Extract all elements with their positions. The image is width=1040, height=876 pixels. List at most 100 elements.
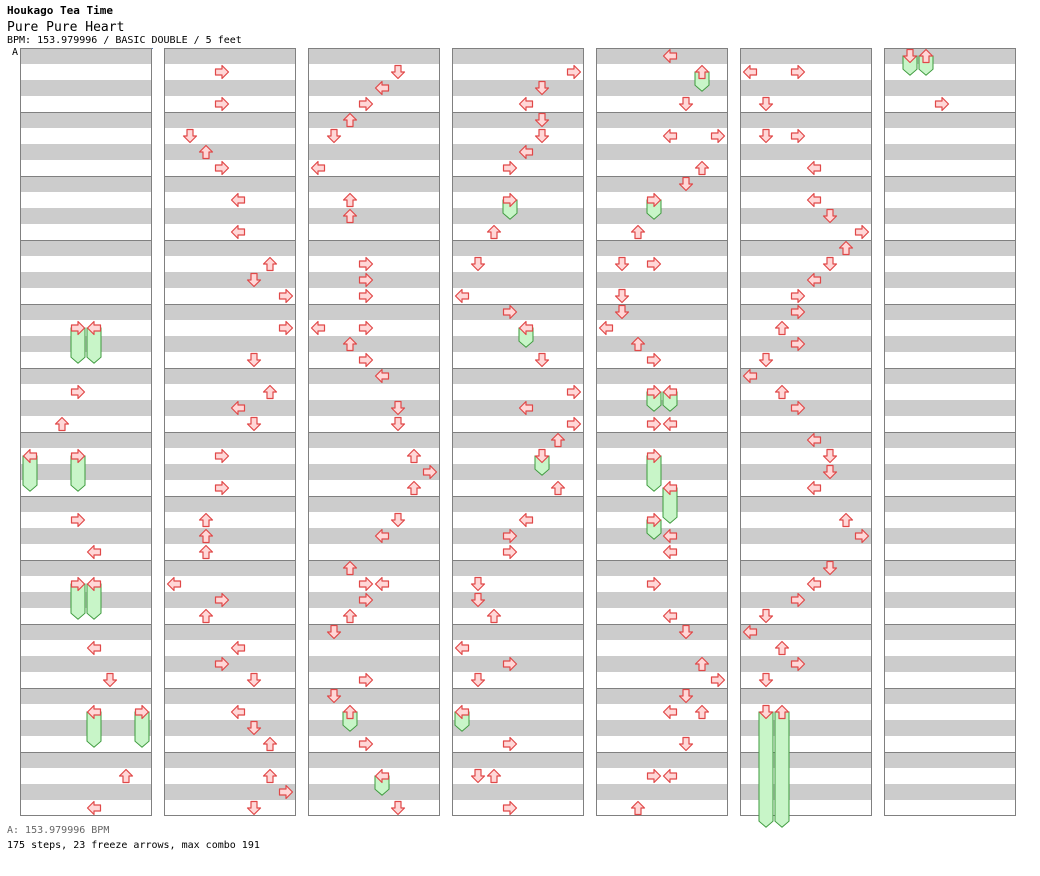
step-arrow-down — [758, 672, 774, 688]
step-arrow-up — [486, 224, 502, 240]
step-arrow-down — [182, 128, 198, 144]
step-arrow-right — [358, 352, 374, 368]
step-arrow-down — [470, 256, 486, 272]
beat-band — [308, 240, 440, 256]
step-arrow-up — [342, 560, 358, 576]
beat-band — [20, 208, 152, 224]
beat-band — [452, 464, 584, 480]
beat-band — [164, 432, 296, 448]
beat-band — [164, 80, 296, 96]
beat-band — [20, 720, 152, 736]
step-arrow-right — [214, 64, 230, 80]
step-arrow-left — [86, 576, 102, 592]
step-arrow-up — [198, 512, 214, 528]
column-border — [20, 48, 152, 816]
step-arrow-left — [662, 544, 678, 560]
step-arrow-left — [230, 224, 246, 240]
beat-band — [20, 752, 152, 768]
step-arrow-right — [502, 736, 518, 752]
step-arrow-down — [758, 128, 774, 144]
step-arrow-up — [838, 240, 854, 256]
beat-band — [164, 176, 296, 192]
step-arrow-right — [70, 384, 86, 400]
beat-band — [20, 688, 152, 704]
step-arrow-left — [230, 400, 246, 416]
beat-band — [452, 336, 584, 352]
step-arrow-down — [326, 128, 342, 144]
freeze-arrow-body — [758, 711, 774, 828]
step-arrow-right — [422, 464, 438, 480]
beat-band — [308, 560, 440, 576]
beat-band — [884, 80, 1016, 96]
beat-band — [740, 80, 872, 96]
step-arrow-left — [86, 640, 102, 656]
beat-band — [308, 720, 440, 736]
beat-band — [596, 624, 728, 640]
step-arrow-left — [374, 768, 390, 784]
step-arrow-left — [166, 576, 182, 592]
step-arrow-down — [614, 304, 630, 320]
beat-band — [308, 624, 440, 640]
beat-band — [20, 624, 152, 640]
step-arrow-up — [262, 256, 278, 272]
beat-band — [884, 240, 1016, 256]
beat-band — [164, 208, 296, 224]
step-arrow-right — [358, 320, 374, 336]
step-arrow-up — [838, 512, 854, 528]
step-arrow-right — [358, 576, 374, 592]
step-arrow-right — [646, 416, 662, 432]
beat-band — [596, 400, 728, 416]
step-arrow-up — [774, 640, 790, 656]
step-arrow-down — [678, 736, 694, 752]
beat-band — [164, 304, 296, 320]
step-arrow-right — [70, 512, 86, 528]
step-arrow-left — [518, 96, 534, 112]
beat-band — [596, 48, 728, 64]
beat-band — [452, 80, 584, 96]
step-arrow-right — [790, 304, 806, 320]
beat-band — [452, 144, 584, 160]
step-arrow-up — [342, 112, 358, 128]
freeze-arrow-body — [774, 711, 790, 828]
step-arrow-right — [502, 160, 518, 176]
beat-band — [596, 336, 728, 352]
beat-band — [740, 336, 872, 352]
beat-band — [164, 272, 296, 288]
beat-band — [452, 432, 584, 448]
step-arrow-left — [230, 640, 246, 656]
step-arrow-left — [806, 160, 822, 176]
artist-name: Houkago Tea Time — [7, 4, 113, 17]
step-arrow-right — [646, 384, 662, 400]
column-border — [308, 48, 440, 816]
beat-band — [308, 432, 440, 448]
step-arrow-up — [486, 608, 502, 624]
step-arrow-up — [486, 768, 502, 784]
step-arrow-right — [358, 736, 374, 752]
beat-band — [884, 560, 1016, 576]
beat-band — [596, 688, 728, 704]
step-arrow-down — [326, 688, 342, 704]
step-arrow-right — [790, 400, 806, 416]
step-arrow-up — [262, 384, 278, 400]
beat-band — [740, 464, 872, 480]
song-title: Pure Pure Heart — [7, 20, 125, 35]
step-arrow-right — [646, 576, 662, 592]
beat-band — [452, 304, 584, 320]
step-arrow-right — [134, 704, 150, 720]
step-arrow-down — [390, 400, 406, 416]
step-arrow-up — [694, 704, 710, 720]
step-arrow-right — [790, 592, 806, 608]
beat-band — [740, 112, 872, 128]
beat-band — [308, 368, 440, 384]
step-arrow-down — [822, 448, 838, 464]
step-arrow-down — [822, 560, 838, 576]
column-border — [884, 48, 1016, 816]
step-arrow-right — [214, 480, 230, 496]
step-arrow-right — [790, 656, 806, 672]
step-arrow-right — [214, 160, 230, 176]
step-arrow-up — [342, 704, 358, 720]
step-arrow-right — [278, 784, 294, 800]
step-arrow-left — [374, 528, 390, 544]
step-arrow-up — [198, 608, 214, 624]
